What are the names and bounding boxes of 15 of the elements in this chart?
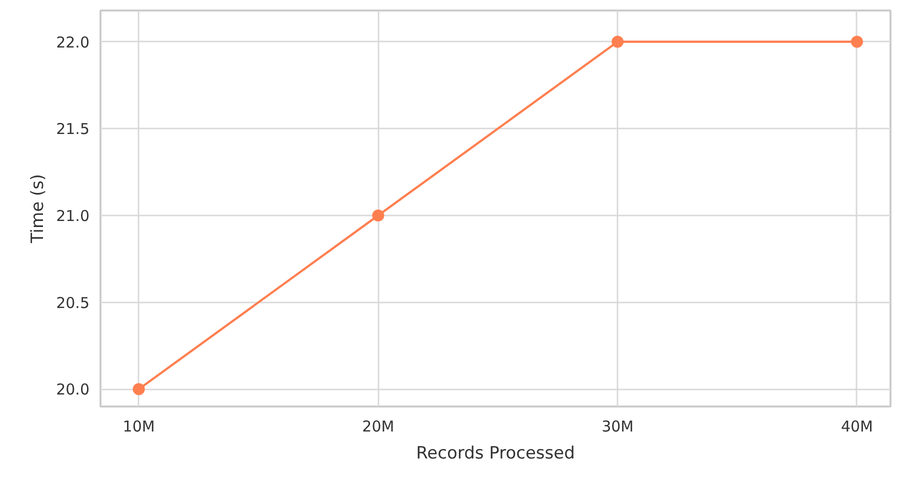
x-tick-label: 30M — [602, 418, 634, 436]
point — [372, 209, 384, 222]
point — [850, 36, 863, 48]
x-tick-label: 40M — [840, 418, 873, 436]
x-axis-title: Records Processed — [416, 444, 575, 464]
y-tick-label: 22.0 — [56, 33, 90, 52]
point — [612, 36, 624, 48]
y-tick-label: 20.0 — [56, 380, 90, 399]
x-tick-label: 10M — [122, 418, 155, 436]
y-tick-label: 20.5 — [56, 294, 90, 312]
y-tick-label: 21.5 — [56, 120, 90, 138]
point — [132, 383, 145, 396]
x-tick-label: 20M — [362, 418, 394, 436]
y-tick-label: 21.0 — [56, 206, 90, 225]
y-axis-title: Time (s) — [28, 174, 48, 244]
